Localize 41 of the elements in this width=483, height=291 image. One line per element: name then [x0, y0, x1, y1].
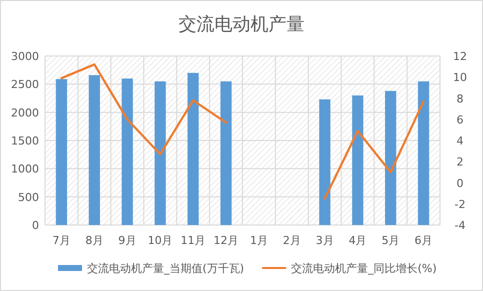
bar: [154, 81, 166, 225]
x-tick-label: 4月: [348, 234, 367, 247]
bar: [56, 79, 68, 225]
bar: [319, 99, 330, 225]
y-tick-label: 1000: [11, 162, 39, 176]
x-tick-label: 3月: [316, 234, 334, 247]
legend-label: 交流电动机产量_当期值(万千瓦): [87, 262, 244, 275]
x-tick-label: 2月: [282, 234, 301, 247]
bar: [88, 75, 100, 225]
y2-tick-label: 2: [456, 156, 464, 169]
x-tick-label: 7月: [52, 234, 70, 247]
x-tick-label: 10月: [148, 234, 173, 247]
y2-tick-label: -2: [454, 198, 466, 211]
y2-tick-label: 4: [456, 134, 464, 148]
y-tick-label: 3000: [11, 50, 39, 63]
y-tick-label: 1500: [11, 134, 39, 148]
y2-tick-label: 8: [456, 92, 464, 106]
x-tick-label: 1月: [250, 234, 268, 247]
bar: [418, 81, 430, 225]
bar: [352, 95, 364, 225]
y-tick-label: 2000: [11, 106, 39, 120]
x-tick-label: 8月: [85, 234, 104, 247]
x-tick-label: 12月: [214, 234, 239, 247]
x-tick-label: 9月: [118, 234, 136, 247]
y2-tick-label: 6: [456, 113, 464, 126]
chart-title: 交流电动机产量: [178, 14, 304, 35]
y-tick-label: 500: [18, 190, 39, 204]
y-tick-label: 0: [32, 219, 39, 232]
x-tick-label: 6月: [414, 234, 433, 247]
bar: [385, 90, 396, 225]
y-tick-label: 2500: [11, 78, 39, 92]
y2-tick-label: 10: [453, 71, 467, 84]
x-tick-label: 5月: [382, 234, 400, 247]
bar: [220, 81, 232, 225]
y2-tick-label: -4: [454, 219, 466, 232]
legend-label: 交流电动机产量_同比增长(%): [291, 262, 437, 275]
y2-tick-label: 0: [456, 176, 464, 190]
bar: [122, 78, 133, 225]
bar: [188, 72, 199, 225]
y2-tick-label: 12: [453, 50, 467, 63]
x-tick-label: 11月: [180, 234, 206, 247]
